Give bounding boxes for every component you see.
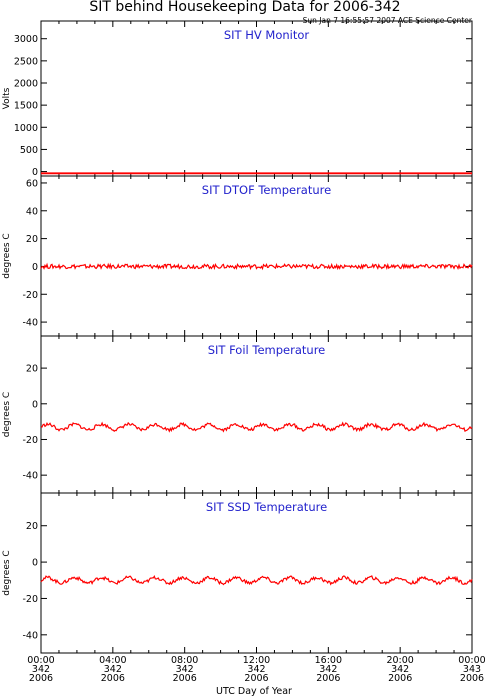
y-tick-label: 1500 [14, 101, 38, 112]
x-axis-label: UTC Day of Year [216, 686, 292, 697]
x-tick-label: 342 [176, 664, 194, 675]
y-tick-label: 0 [32, 399, 38, 410]
x-tick-label: 08:00 [171, 655, 198, 666]
y-axis-label: degrees C [2, 550, 12, 595]
x-tick-label: 20:00 [386, 655, 413, 666]
panel-4: -40 -20 0 20 SIT SSD Temperature degrees C [2, 492, 473, 654]
panel-frame [40, 20, 473, 177]
y-axis-label: degrees C [2, 392, 12, 437]
y-tick-label: -20 [22, 594, 38, 605]
y-tick-label: 60 [26, 178, 38, 189]
x-tick-label: 2006 [29, 673, 53, 684]
x-tick-label: 343 [463, 664, 481, 675]
x-tick-label: 2006 [101, 673, 125, 684]
y-tick-label: -40 [22, 318, 38, 329]
y-tick-label: 20 [26, 234, 38, 245]
panel-title: SIT DTOF Temperature [202, 183, 331, 197]
x-tick-label: 2006 [244, 673, 268, 684]
y-tick-label: 20 [26, 521, 38, 532]
y-tick-label: 0 [32, 558, 38, 569]
panel-frame [40, 335, 473, 494]
y-tick-label: 20 [26, 364, 38, 375]
x-tick-label: 16:00 [315, 655, 342, 666]
y-tick-label: 40 [26, 206, 38, 217]
x-tick-label: 2006 [173, 673, 197, 684]
panel-title: SIT HV Monitor [224, 28, 310, 42]
x-tick-label: 04:00 [99, 655, 126, 666]
x-tick-label: 12:00 [243, 655, 270, 666]
x-tick-label: 00:00 [458, 655, 485, 666]
panel-1: 0 500 1000 1500 2000 2500 3000 SIT HV Monitor Vo… [2, 20, 473, 178]
x-tick-label: 342 [32, 664, 50, 675]
panel-2: -40 -20 0 20 40 60 SIT DTOF Temperature degrees… [2, 175, 473, 337]
y-tick-label: -40 [22, 630, 38, 641]
y-tick-label: 0 [32, 167, 38, 178]
panel-title: SIT Foil Temperature [208, 343, 326, 357]
x-tick-label: 342 [319, 664, 337, 675]
y-tick-label: 0 [32, 262, 38, 273]
y-axis-label: Volts [2, 87, 12, 109]
y-tick-label: 2000 [14, 79, 38, 90]
figure-title: SIT behind Housekeeping Data for 2006-34… [89, 0, 400, 15]
panel-frame [40, 175, 473, 337]
x-tick-label: 2006 [460, 673, 484, 684]
y-tick-label: -20 [22, 435, 38, 446]
panel-title: SIT SSD Temperature [206, 500, 327, 514]
panel-3: -40 -20 0 20 SIT Foil Temperature degrees C [2, 335, 473, 494]
panel-frame [40, 492, 473, 654]
y-tick-label: 3000 [14, 34, 38, 45]
data-series-line [40, 262, 473, 271]
y-tick-label: -20 [22, 290, 38, 301]
x-tick-label: 2006 [388, 673, 412, 684]
x-tick-label: 00:00 [27, 655, 54, 666]
x-tick-label: 2006 [316, 673, 340, 684]
x-tick-label: 342 [247, 664, 265, 675]
y-axis-label: degrees C [2, 233, 12, 278]
y-tick-label: -40 [22, 471, 38, 482]
y-tick-label: 500 [20, 145, 38, 156]
data-series-line [40, 421, 473, 433]
x-tick-label: 342 [391, 664, 409, 675]
x-tick-label: 342 [104, 664, 122, 675]
y-tick-label: 2500 [14, 56, 38, 67]
y-tick-label: 1000 [14, 123, 38, 134]
data-series-line [40, 574, 473, 586]
